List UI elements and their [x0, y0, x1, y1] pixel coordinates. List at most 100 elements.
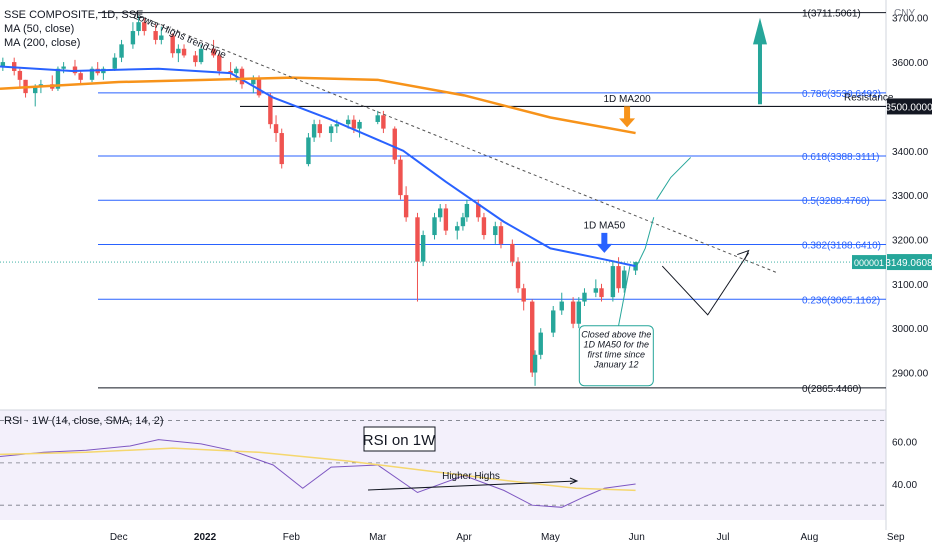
candle-body[interactable]	[78, 73, 83, 80]
candle-body[interactable]	[392, 128, 397, 160]
ma200-line[interactable]	[0, 76, 636, 135]
candle-body[interactable]	[582, 292, 587, 302]
candle-body[interactable]	[610, 266, 616, 298]
fib-level-label: 0.382(3188.6410)	[802, 241, 881, 252]
candle-body[interactable]	[159, 35, 164, 40]
candle-body[interactable]	[599, 288, 604, 298]
candle-body[interactable]	[593, 288, 599, 293]
candle-body[interactable]	[481, 217, 487, 236]
candle-body[interactable]	[317, 124, 322, 134]
candle-body[interactable]	[438, 208, 443, 218]
legend-ma200[interactable]: MA (200, close)	[4, 37, 81, 49]
candle-body[interactable]	[460, 217, 466, 227]
candle-body[interactable]	[622, 270, 627, 289]
candle-body[interactable]	[256, 77, 262, 96]
candle-body[interactable]	[33, 86, 38, 94]
axes: 3700.003600.003500.003400.003300.003200.…	[0, 8, 932, 543]
candle-body[interactable]	[375, 115, 380, 122]
candle-body[interactable]	[72, 66, 78, 74]
candle-body[interactable]	[153, 31, 158, 40]
candle-body[interactable]	[130, 31, 136, 45]
candle-body[interactable]	[119, 44, 124, 58]
candle-body[interactable]	[89, 68, 95, 80]
resistance-label: Resistance	[844, 92, 894, 103]
y-tick-label: 3600.00	[892, 58, 929, 69]
callout-box	[578, 325, 654, 387]
candle-body[interactable]	[251, 77, 256, 85]
candle-body[interactable]	[170, 35, 175, 54]
fib-levels: 1(3711.5061) 0.786(3530.6492) 0.618(3388.3…	[98, 9, 894, 395]
candle-body[interactable]	[345, 119, 351, 125]
ma200-annotation: 1D MA200	[603, 94, 651, 105]
candle-body[interactable]	[521, 288, 526, 302]
ma50-line[interactable]	[0, 65, 636, 268]
candle-body[interactable]	[198, 48, 204, 63]
candle-body[interactable]	[443, 208, 449, 231]
candle-body[interactable]	[193, 55, 198, 63]
candle-body[interactable]	[142, 22, 147, 32]
rsi-ma-line[interactable]	[0, 447, 636, 492]
candle-body[interactable]	[532, 354, 538, 373]
candle-body[interactable]	[334, 124, 340, 127]
candle-body[interactable]	[464, 204, 470, 218]
candle-body[interactable]	[17, 70, 23, 80]
candle-body[interactable]	[176, 48, 181, 54]
x-tick-label: Dec	[110, 532, 128, 543]
candle-body[interactable]	[510, 243, 515, 262]
legend-ma50[interactable]: MA (50, close)	[4, 23, 75, 35]
lower-highs-trendline[interactable]	[138, 15, 778, 274]
candle-body[interactable]	[570, 301, 576, 324]
candle-body[interactable]	[415, 217, 420, 262]
candle-body[interactable]	[616, 266, 621, 289]
candle-body[interactable]	[551, 310, 556, 333]
symbol-price-tag	[852, 255, 886, 270]
rsi-line[interactable]	[0, 439, 636, 508]
candle-body[interactable]	[538, 332, 543, 355]
candle-body[interactable]	[432, 217, 437, 236]
candle-body[interactable]	[498, 226, 504, 244]
x-tick-label: Jun	[629, 532, 645, 543]
candle-body[interactable]	[493, 226, 498, 236]
candle-body[interactable]	[403, 195, 409, 218]
candle-body[interactable]	[530, 301, 535, 373]
x-tick-label: Feb	[283, 532, 301, 543]
candle-body[interactable]	[61, 66, 66, 69]
candle-body[interactable]	[112, 57, 117, 69]
symbol-title[interactable]: SSE COMPOSITE, 1D, SSE	[4, 9, 144, 21]
candle-body[interactable]	[234, 68, 239, 74]
candle-body[interactable]	[279, 133, 284, 165]
candle-body[interactable]	[228, 70, 233, 74]
rsi-legend[interactable]: RSI · 1W (14, close, SMA, 14, 2)	[4, 415, 164, 427]
fib-level-label: 0.5(3288.4760)	[802, 196, 870, 207]
candle-body[interactable]	[306, 137, 311, 165]
candle-body[interactable]	[239, 68, 245, 85]
candle-body[interactable]	[476, 204, 481, 218]
higher-highs-arrowhead-icon	[569, 477, 579, 485]
currency-label: CNY	[894, 8, 915, 19]
candle-body[interactable]	[211, 48, 216, 56]
candle-body[interactable]	[515, 261, 521, 289]
candle-body[interactable]	[576, 301, 581, 324]
resistance-price-text: 3500.0000	[885, 102, 932, 113]
candle-body[interactable]	[136, 22, 141, 32]
candle-body[interactable]	[357, 121, 362, 129]
rsi-title: RSI on 1W	[363, 432, 436, 449]
candle-body[interactable]	[55, 68, 61, 89]
candle-body[interactable]	[559, 301, 564, 311]
higher-highs-line[interactable]	[367, 480, 577, 491]
candle-body[interactable]	[311, 124, 317, 138]
projection-path-black	[661, 252, 750, 316]
candle-body[interactable]	[181, 48, 187, 56]
candle-body[interactable]	[351, 119, 357, 129]
candle-body[interactable]	[633, 262, 638, 271]
candle-body[interactable]	[328, 126, 334, 134]
candle-body[interactable]	[420, 235, 426, 262]
candle-body[interactable]	[0, 62, 6, 67]
candle-body[interactable]	[381, 115, 386, 129]
candle-body[interactable]	[455, 226, 460, 231]
candle-body[interactable]	[268, 95, 273, 125]
candle-body[interactable]	[273, 124, 279, 134]
candle-body[interactable]	[217, 55, 222, 71]
candle-body[interactable]	[398, 159, 403, 196]
